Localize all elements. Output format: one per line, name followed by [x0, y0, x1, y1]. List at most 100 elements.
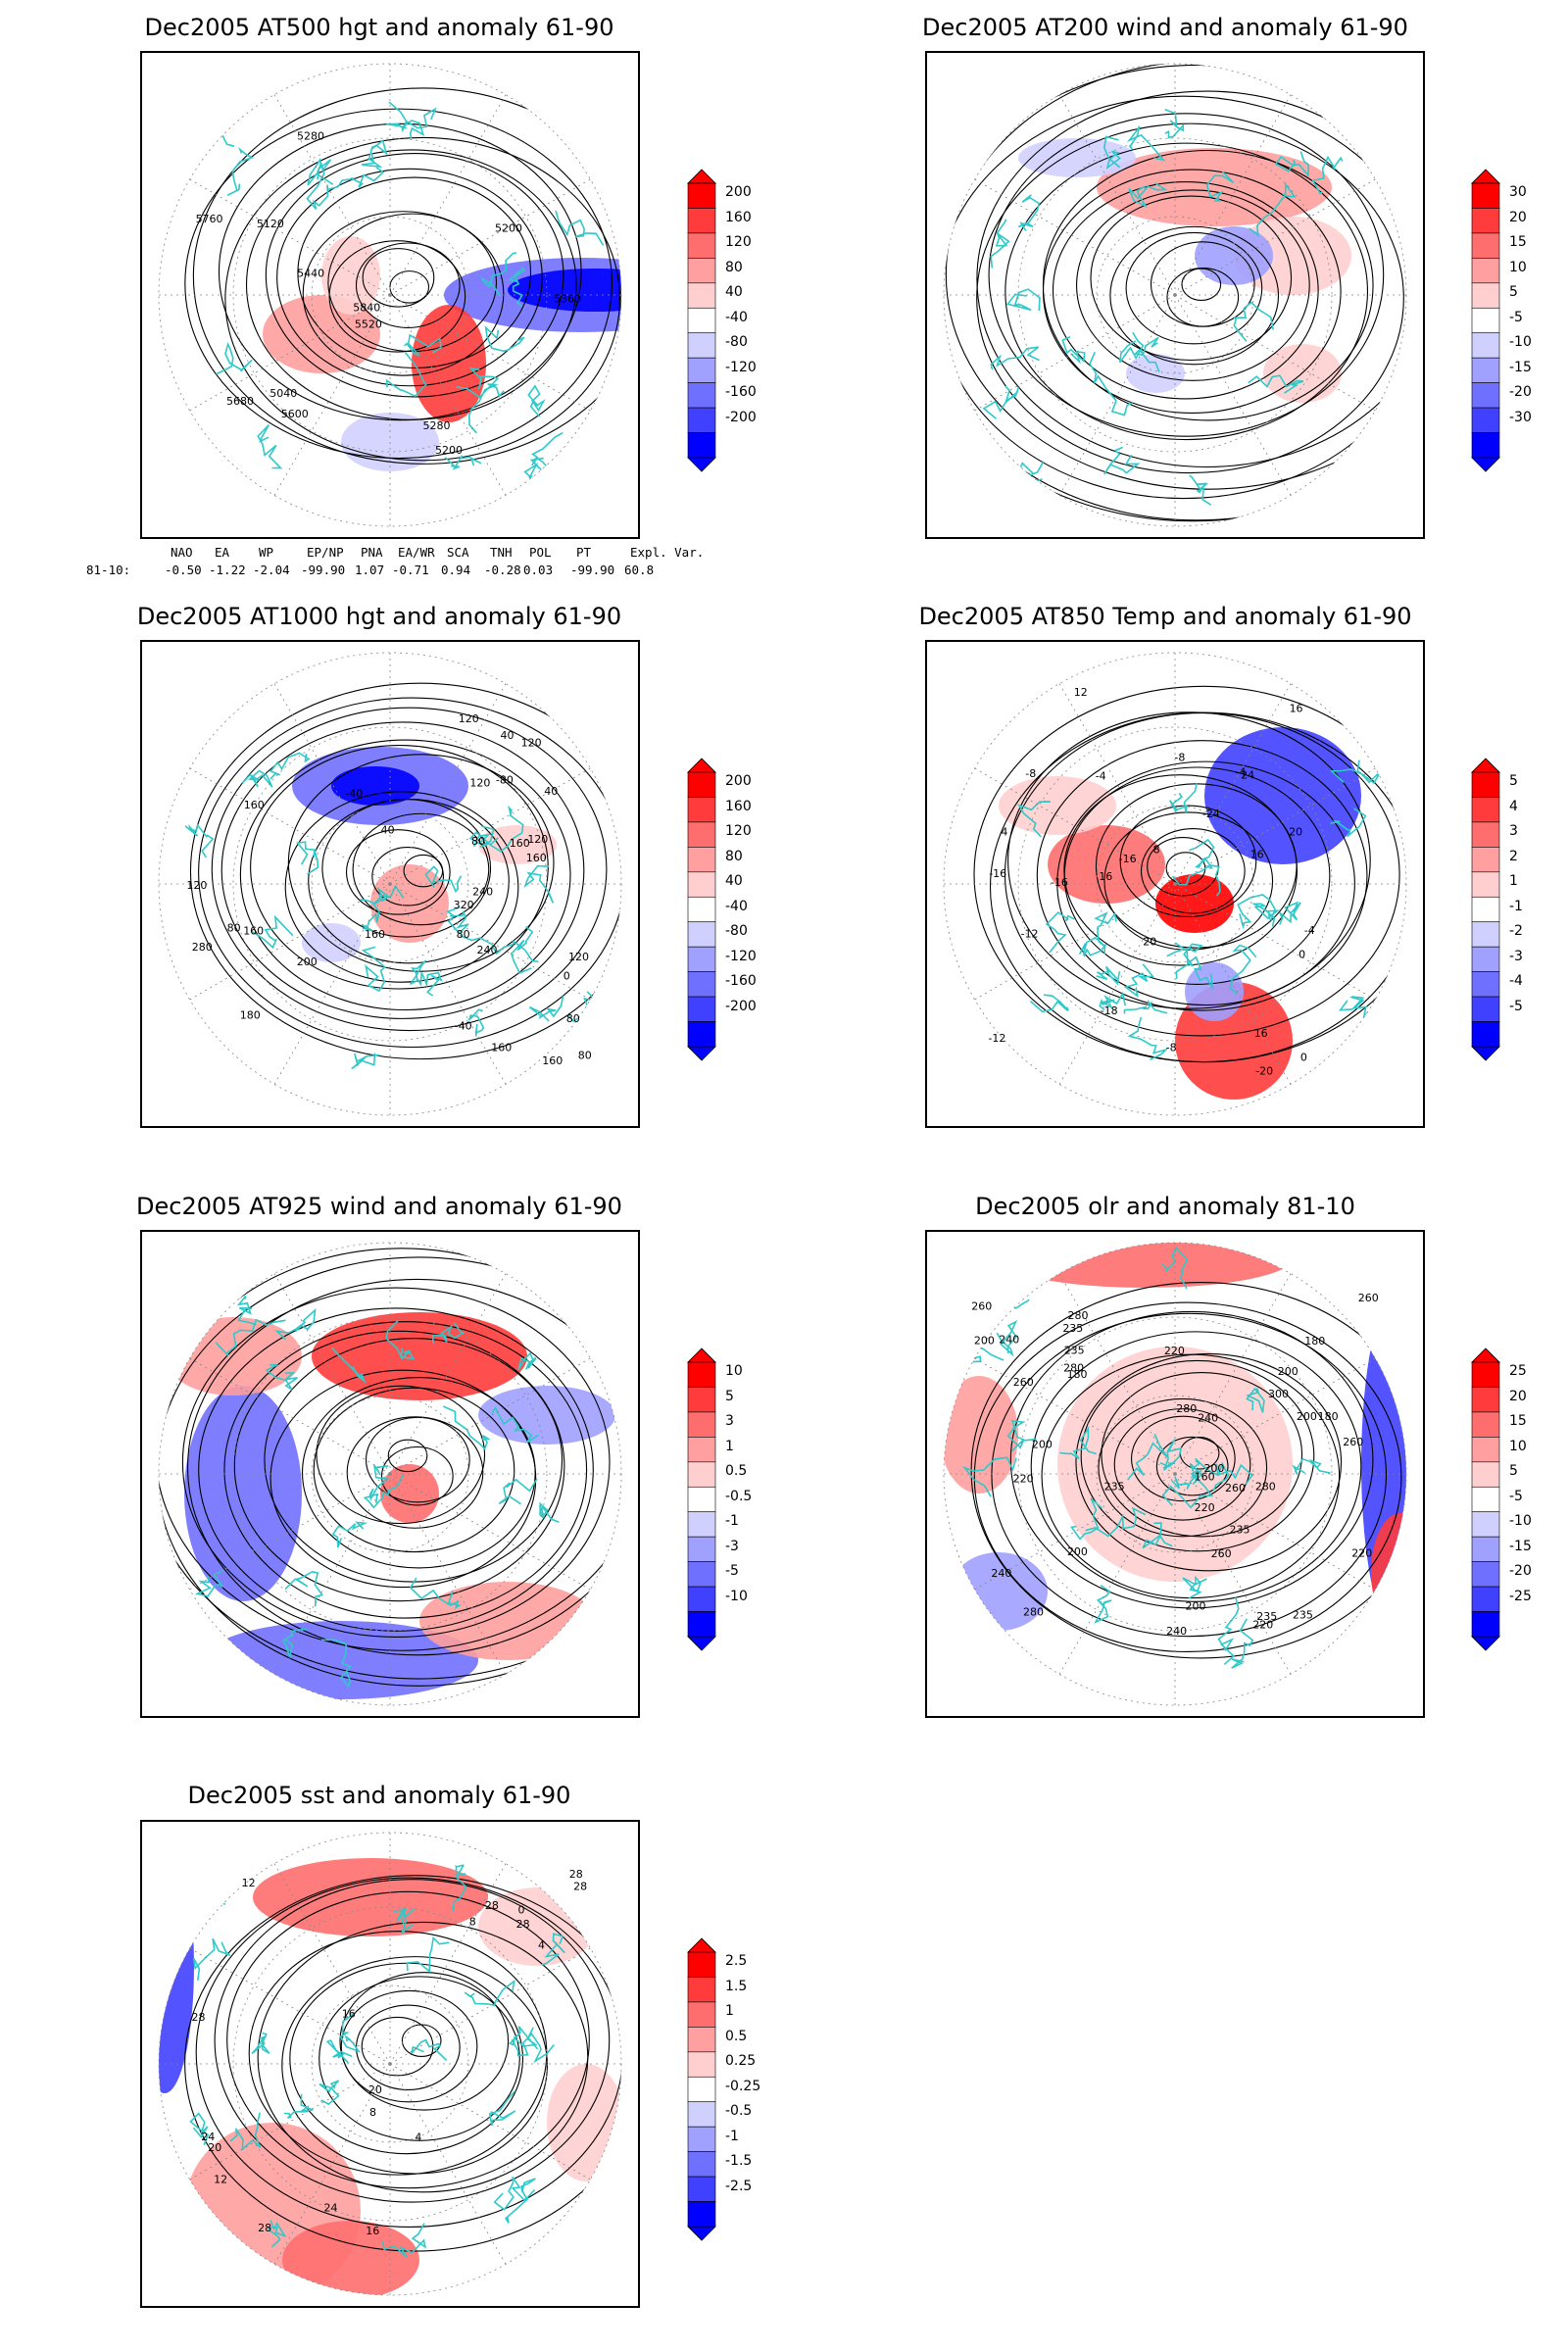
contour-line [362, 248, 435, 308]
colorbar-label: 160 [725, 209, 752, 225]
colorbar-segment [1471, 946, 1500, 972]
colorbar-segment [1471, 382, 1500, 409]
colorbar-label: -2.5 [725, 2178, 753, 2194]
coastline [363, 1474, 405, 1509]
colorbar-segment [1471, 896, 1500, 923]
polar-map [158, 1242, 622, 1706]
coastline [318, 2080, 340, 2106]
coastline [1118, 331, 1145, 364]
contour-label: 160 [542, 1054, 563, 1067]
coastline [459, 934, 539, 963]
map-frame [925, 51, 1425, 539]
colorbar-label: 80 [725, 259, 743, 275]
contour-label: -24 [1202, 808, 1220, 820]
contour-label: 240 [476, 944, 497, 956]
coastline [528, 996, 564, 1022]
coastline [1099, 991, 1126, 1010]
coastline [1233, 301, 1274, 342]
contour-label: -4 [1304, 924, 1315, 937]
contour-label: 200 [1185, 1600, 1205, 1613]
colorbar-label: 10 [725, 1363, 743, 1380]
anomaly-shading [478, 825, 557, 864]
contour-line [265, 152, 564, 398]
coastline [517, 1351, 537, 1371]
contour-line [1063, 766, 1331, 985]
colorbar-label: -15 [1509, 1538, 1532, 1554]
index-header: EA [215, 545, 230, 560]
coastline [464, 1979, 515, 2007]
coastline [307, 158, 334, 186]
coastline [1103, 446, 1141, 475]
coastline [274, 1307, 317, 1341]
coastline [1159, 1439, 1183, 1471]
contour-label: 120 [521, 737, 542, 750]
index-value: -1.22 [209, 563, 246, 577]
index-header: EP/NP [307, 545, 344, 560]
coastline [281, 1628, 307, 1659]
colorbar-segment [687, 1021, 716, 1048]
coastline [1078, 936, 1107, 957]
colorbar-segment [687, 1361, 716, 1388]
contour-label: 120 [186, 879, 207, 892]
contour-label: 0 [1300, 1051, 1307, 1063]
contour-label: 280 [1063, 1361, 1084, 1374]
colorbar-bottom-arrow [1471, 1636, 1500, 1651]
contour-label: 24 [201, 2131, 215, 2143]
coastline [995, 1291, 1030, 1313]
colorbar-top-arrow [1471, 1348, 1500, 1363]
contour-line [211, 707, 608, 1032]
contour-line [239, 739, 571, 1011]
coastline [1094, 1584, 1112, 1624]
colorbar-segment [687, 971, 716, 998]
contour-label: 160 [1195, 1470, 1215, 1483]
contour-label: 80 [227, 922, 241, 935]
coastline [1189, 1457, 1219, 1486]
colorbar-segment [687, 307, 716, 334]
index-row-label: 81-10: [86, 563, 131, 577]
coastline [406, 1936, 450, 1973]
colorbar-label: 40 [725, 284, 743, 301]
coastline [442, 1405, 491, 1450]
contour-label: -12 [988, 1032, 1005, 1045]
contour-label: 80 [578, 1050, 592, 1062]
contour-label: 16 [1250, 848, 1264, 860]
contour-label: 12 [242, 1877, 256, 1889]
coastline [488, 805, 524, 853]
colorbar-segment [1471, 771, 1500, 798]
anomaly-shading [419, 1582, 596, 1660]
colorbar-label: 5 [725, 1388, 734, 1404]
contour-label: 5600 [281, 408, 309, 420]
colorbar-label: 2.5 [725, 1953, 748, 1970]
anomaly-shading [159, 1838, 194, 2093]
contour-label: 235 [1229, 1523, 1250, 1536]
streamline [945, 64, 1406, 490]
colorbar-label: 40 [725, 873, 743, 890]
anomaly-shading [1126, 354, 1185, 393]
index-value: -0.28 [484, 563, 521, 577]
colorbar: 10 5 3 1 0.5 -0.5 -1 -3 -5 -10 [686, 1348, 813, 1651]
coastline [306, 162, 329, 211]
coastline [444, 454, 482, 470]
contour-label: 120 [568, 951, 589, 963]
anomaly-shading [1204, 727, 1361, 864]
colorbar-svg [687, 758, 716, 1061]
contour-line [991, 1312, 1388, 1638]
coastline [446, 906, 469, 935]
contour-label: 235 [1293, 1609, 1313, 1622]
colorbar-segment [687, 797, 716, 823]
streamline [233, 1330, 565, 1602]
coastline [1189, 474, 1212, 506]
streamline [223, 1321, 588, 1619]
coastline [331, 1521, 368, 1548]
contour-label: 28 [569, 1868, 583, 1881]
contour-line [1155, 1436, 1229, 1496]
contour-line [1113, 1408, 1251, 1521]
colorbar-label: 120 [725, 823, 752, 840]
contour-label: 260 [971, 1299, 992, 1312]
coastline [451, 1864, 467, 1912]
colorbar-segment [687, 1411, 716, 1438]
polar-map: 5200 5280 5040 5120 5200 5280 5360 5440 5520 5600… [158, 63, 622, 527]
colorbar-top-arrow [1471, 169, 1500, 184]
coastline [296, 841, 319, 875]
contour-label: 240 [991, 1567, 1011, 1580]
